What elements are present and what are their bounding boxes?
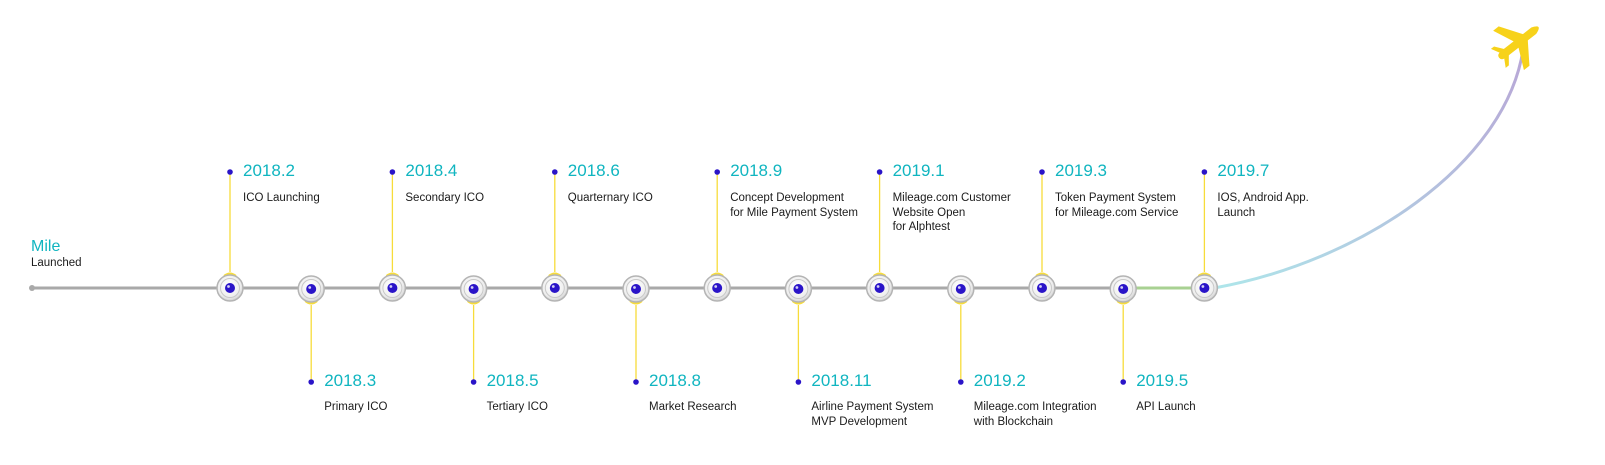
milestone-date: 2018.6 (567, 161, 620, 180)
milestone-description: Token Payment System for Mileage.com Ser… (1055, 192, 1179, 219)
milestone-date: 2018.3 (324, 371, 377, 390)
milestone-bullet (633, 379, 639, 385)
milestone-date: 2019.5 (1136, 371, 1189, 390)
milestone-description: Mileage.com Customer Website Open for Al… (892, 192, 1011, 233)
milestone-date: 2019.3 (1055, 161, 1107, 180)
airplane-icon (1490, 26, 1539, 71)
milestone-node-dot (225, 283, 235, 293)
milestone-date: 2018.11 (811, 371, 872, 390)
milestone-description: API Launch (1136, 401, 1196, 413)
milestone-description: Mileage.com Integration with Blockchain (973, 401, 1097, 428)
flight-trail (1214, 49, 1525, 290)
milestone-node-shine (1201, 285, 1205, 288)
milestone-node-dot (1199, 283, 1210, 293)
milestone-description: ICO Launching (243, 192, 320, 204)
milestone-node-ring (220, 278, 240, 298)
milestone-description: Market Research (649, 401, 737, 413)
milestone-node-shine (795, 286, 799, 289)
milestone-node-shine (470, 286, 474, 289)
start-title: Mile (31, 238, 61, 255)
milestone-node-shine (876, 285, 880, 288)
milestone-node-ring (1113, 279, 1134, 299)
milestone-bullet (795, 379, 802, 385)
milestone-description: Concept Development for Mile Payment Sys… (730, 192, 859, 219)
milestone-node-shine (389, 285, 393, 288)
milestone-node-ring (301, 279, 322, 299)
milestone-node-ring (626, 279, 646, 299)
milestone-bullet (227, 169, 233, 175)
milestone-node-ring (707, 278, 728, 298)
milestone-node-dot (468, 284, 479, 294)
milestone-bullet (552, 169, 558, 175)
milestone-description: Airline Payment System MVP Development (811, 401, 934, 428)
milestone-description: IOS, Android App. Launch (1217, 192, 1309, 219)
milestone-bullet (389, 169, 396, 175)
milestone-node-ring (869, 278, 890, 298)
milestone-bullet (470, 379, 477, 385)
milestone-node-ring (382, 278, 403, 298)
milestone-description: Quarternary ICO (567, 192, 653, 204)
milestone-date: 2018.5 (486, 371, 539, 390)
milestone-bullet (1201, 169, 1208, 175)
milestone-node-shine (633, 286, 636, 289)
timeline-start-cap (29, 285, 35, 291)
milestone-bullet (876, 169, 883, 175)
milestone-date: 2018.2 (243, 161, 295, 180)
milestone-date: 2018.9 (730, 161, 783, 180)
milestone-bullet (308, 379, 315, 385)
milestone-node-dot (387, 283, 398, 293)
milestone-date: 2019.2 (973, 371, 1026, 390)
milestone-description: Secondary ICO (405, 192, 485, 204)
milestone-node-shine (957, 286, 961, 289)
milestone-node-dot (874, 283, 885, 293)
milestone-node-dot (306, 284, 317, 294)
milestone-date: 2018.4 (405, 161, 458, 180)
milestone-bullet (714, 169, 720, 175)
milestone-node-shine (227, 285, 230, 288)
milestone-node-ring (463, 279, 484, 299)
milestone-node-dot (1037, 283, 1047, 293)
milestone-bullet (958, 379, 964, 385)
milestone-description: Primary ICO (324, 401, 388, 413)
milestone-node-shine (551, 285, 555, 288)
milestone-node-dot (1118, 284, 1129, 294)
milestone-date: 2019.7 (1217, 161, 1270, 180)
milestone-date: 2019.1 (892, 161, 945, 180)
milestone-node-ring (1032, 278, 1052, 298)
milestone-node-dot (549, 283, 560, 293)
milestone-bullet (1039, 169, 1045, 175)
milestone-node-shine (308, 286, 312, 289)
milestone-node-ring (950, 279, 971, 299)
milestone-node-ring (788, 279, 809, 299)
milestone-node-ring (1194, 278, 1215, 298)
milestone-node-dot (955, 284, 966, 294)
milestone-node-ring (544, 278, 565, 298)
start-subtitle: Launched (31, 257, 82, 269)
milestone-node-dot (712, 283, 723, 293)
milestone-bullet (1120, 379, 1126, 385)
milestone-node-dot (631, 284, 641, 294)
milestone-node-shine (714, 285, 718, 288)
milestone-node-shine (1120, 286, 1124, 289)
milestone-node-dot (793, 284, 804, 294)
milestone-node-shine (1039, 285, 1042, 288)
milestone-description: Tertiary ICO (486, 401, 548, 413)
milestone-date: 2018.8 (649, 371, 701, 390)
